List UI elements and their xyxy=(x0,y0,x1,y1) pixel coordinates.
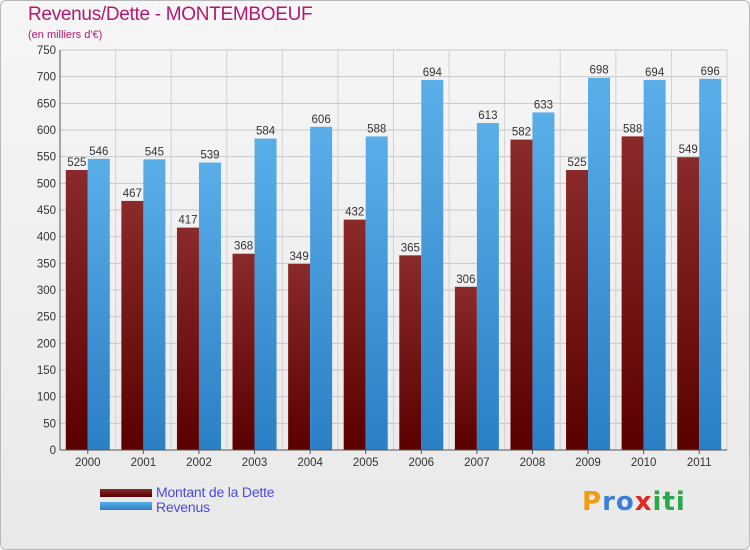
bar-dette xyxy=(65,170,88,450)
bar-dette xyxy=(288,263,311,450)
data-label-dette: 417 xyxy=(178,215,197,227)
data-label-revenus: 633 xyxy=(534,99,553,111)
x-tick-label: 2002 xyxy=(186,457,212,469)
data-label-dette: 349 xyxy=(290,251,309,263)
bar-dette xyxy=(454,286,477,450)
bar-revenus xyxy=(143,159,166,451)
y-tick-label: 700 xyxy=(37,72,56,84)
data-label-revenus: 584 xyxy=(256,126,276,138)
logo-letter: P xyxy=(582,487,603,517)
data-label-revenus: 698 xyxy=(589,65,608,77)
bar-dette xyxy=(121,200,144,450)
bar-layer xyxy=(65,77,722,451)
bar-revenus xyxy=(365,136,388,450)
data-label-revenus: 539 xyxy=(200,150,219,162)
bar-dette xyxy=(176,227,199,450)
data-label-dette: 432 xyxy=(345,207,364,219)
x-tick-label: 2005 xyxy=(353,457,379,469)
data-label-revenus: 606 xyxy=(312,114,331,126)
bar-dette xyxy=(343,219,366,450)
y-tick-label: 50 xyxy=(43,418,56,430)
x-tick-label: 2007 xyxy=(464,457,490,469)
y-tick-label: 600 xyxy=(37,125,56,137)
bar-dette xyxy=(566,170,589,450)
bar-dette xyxy=(677,157,700,450)
legend-label-dette: Montant de la Dette xyxy=(156,484,275,500)
data-label-revenus: 613 xyxy=(478,110,497,122)
y-tick-label: 550 xyxy=(37,152,56,164)
bar-dette xyxy=(399,255,422,450)
legend-label-revenus: Revenus xyxy=(156,499,210,515)
bar-revenus xyxy=(588,77,611,450)
y-tick-label: 750 xyxy=(37,45,56,57)
logo-letter: i xyxy=(675,487,686,517)
data-label-revenus: 546 xyxy=(89,146,108,158)
x-tick-label: 2008 xyxy=(520,457,546,469)
data-label-dette: 467 xyxy=(123,188,142,200)
y-tick-label: 0 xyxy=(50,445,56,457)
proxiti-logo: Proxiti xyxy=(582,487,686,517)
x-tick-label: 2000 xyxy=(75,457,101,469)
bar-revenus xyxy=(87,158,110,451)
x-tick-label: 2006 xyxy=(408,457,434,469)
data-label-dette: 549 xyxy=(679,144,698,156)
chart-title: Revenus/Dette - MONTEMBOEUF xyxy=(28,4,313,25)
x-tick-label: 2009 xyxy=(575,457,601,469)
y-tick-label: 100 xyxy=(37,392,56,404)
axis-layer: 0 50 100 150 200 250 300 350 400 450 500 550 600 650 7… xyxy=(37,45,727,469)
bar-revenus xyxy=(421,79,444,450)
y-tick-label: 350 xyxy=(37,258,56,270)
y-tick-label: 400 xyxy=(37,232,56,244)
bar-dette xyxy=(510,139,533,450)
data-label-dette: 365 xyxy=(401,242,420,254)
logo-letter: r xyxy=(602,487,616,517)
label-layer: 5255464675454175393685843496064325883656… xyxy=(67,65,720,286)
x-tick-label: 2004 xyxy=(297,457,323,469)
y-tick-label: 300 xyxy=(37,285,56,297)
legend-swatch-revenus xyxy=(100,502,152,510)
data-label-revenus: 694 xyxy=(645,67,665,79)
y-tick-label: 650 xyxy=(37,98,56,110)
data-label-dette: 306 xyxy=(456,274,475,286)
data-label-dette: 588 xyxy=(623,123,642,135)
x-tick-label: 2011 xyxy=(687,457,712,469)
data-label-dette: 525 xyxy=(67,157,86,169)
bar-revenus xyxy=(476,123,499,451)
bar-revenus xyxy=(198,162,221,451)
bar-dette xyxy=(621,136,644,450)
logo-letter: o xyxy=(615,487,635,517)
logo-letter: i xyxy=(652,487,663,517)
y-tick-label: 450 xyxy=(37,205,56,217)
data-label-dette: 525 xyxy=(567,157,586,169)
bar-revenus xyxy=(532,112,555,451)
bar-dette xyxy=(232,253,255,450)
chart-subtitle: (en milliers d'€) xyxy=(28,29,103,41)
data-label-revenus: 694 xyxy=(423,67,443,79)
logo-letter: x xyxy=(634,487,653,517)
data-label-dette: 582 xyxy=(512,127,531,139)
x-tick-label: 2001 xyxy=(131,457,157,469)
y-tick-label: 150 xyxy=(37,365,56,377)
y-tick-label: 200 xyxy=(37,338,56,350)
data-label-revenus: 696 xyxy=(701,66,720,78)
bar-revenus xyxy=(699,78,722,451)
bar-revenus xyxy=(643,79,666,450)
data-label-dette: 368 xyxy=(234,241,253,253)
x-tick-label: 2003 xyxy=(242,457,268,469)
data-label-revenus: 545 xyxy=(145,146,164,158)
legend-swatch-dette xyxy=(100,489,152,497)
y-tick-label: 250 xyxy=(37,312,56,324)
bar-revenus xyxy=(254,138,277,451)
x-tick-label: 2010 xyxy=(631,457,657,469)
data-label-revenus: 588 xyxy=(367,123,386,135)
bar-revenus xyxy=(310,126,333,451)
y-tick-label: 500 xyxy=(37,178,56,190)
logo-letter: t xyxy=(662,487,676,517)
